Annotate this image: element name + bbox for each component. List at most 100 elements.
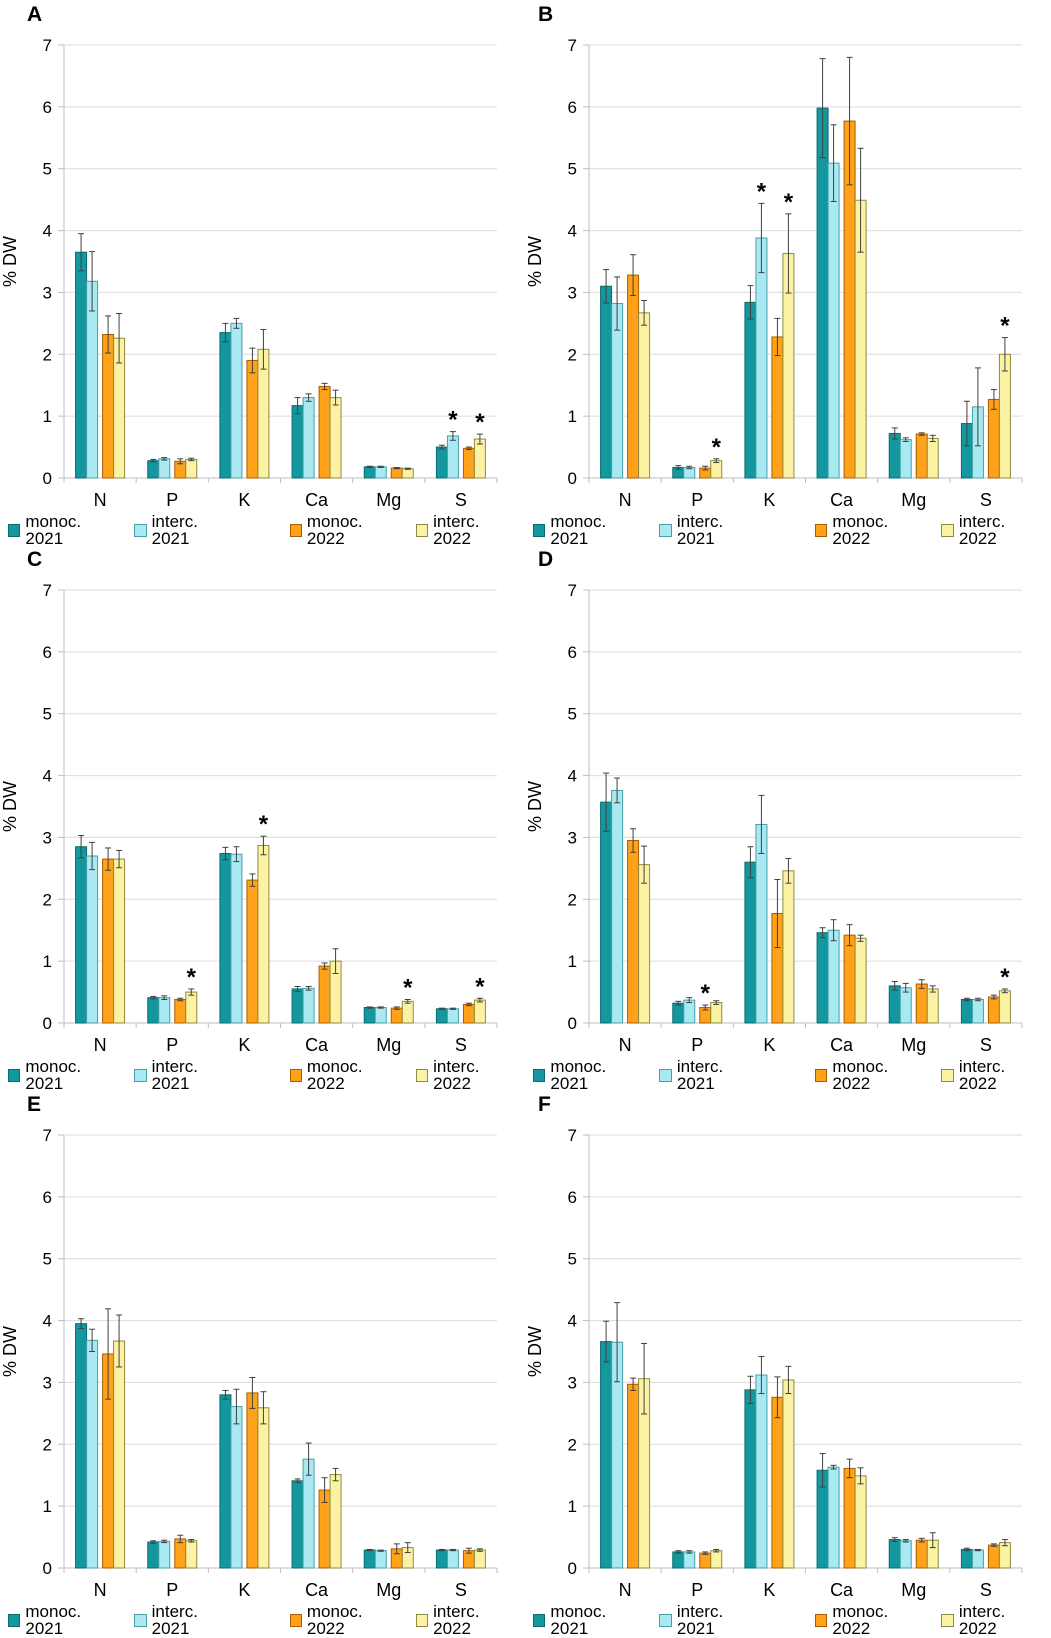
- significance-asterisk: *: [403, 974, 413, 1001]
- legend-swatch-icon: [941, 523, 954, 537]
- legend-item: interc. 2022: [941, 1603, 1043, 1637]
- legend-item: interc. 2022: [941, 1058, 1043, 1092]
- x-category-label: S: [455, 1580, 467, 1600]
- bar: [318, 385, 331, 479]
- x-category-label: Mg: [901, 1580, 926, 1600]
- bar: [683, 999, 696, 1024]
- y-tick-label: 1: [43, 952, 52, 971]
- x-category-label: S: [980, 1580, 992, 1600]
- error-bars: [603, 1302, 1008, 1555]
- bar: [158, 458, 171, 479]
- y-tick-label: 4: [568, 1312, 577, 1331]
- bar: [782, 1379, 795, 1569]
- error-bars: [78, 1308, 483, 1555]
- bar: [971, 998, 984, 1024]
- legend-item: monoc. 2021: [8, 1058, 118, 1092]
- x-category-label: Ca: [830, 1035, 854, 1055]
- y-axis-title: % DW: [0, 1326, 20, 1377]
- x-category-label: Mg: [901, 1035, 926, 1055]
- bars: [600, 1341, 1011, 1569]
- bar: [86, 1339, 99, 1569]
- panel-label: A: [27, 3, 43, 26]
- y-tick-label: 4: [43, 767, 52, 786]
- bar: [185, 1540, 198, 1569]
- bar: [86, 855, 99, 1024]
- bar: [638, 864, 651, 1024]
- chart-panel-d: D 0 1 2 3 4 5 6 7% DW N P K Ca Mg S * * monoc. 2021 interc…: [525, 545, 1051, 1093]
- bar: [158, 1540, 171, 1569]
- bar: [257, 1407, 270, 1569]
- bar: [816, 932, 829, 1024]
- legend-swatch-icon: [8, 523, 21, 537]
- legend-label: monoc. 2021: [550, 1602, 607, 1638]
- x-category-label: Mg: [901, 490, 926, 510]
- gridlines: [589, 1134, 1022, 1507]
- y-tick-label: 2: [43, 345, 52, 364]
- legend-item: monoc. 2022: [815, 1603, 925, 1637]
- bar: [600, 285, 613, 479]
- y-tick-label: 5: [43, 1250, 52, 1269]
- y-tick-label: 7: [568, 581, 577, 600]
- y-axis-title: % DW: [525, 236, 545, 287]
- legend-swatch-icon: [533, 1068, 546, 1082]
- legend-item: monoc. 2022: [289, 1603, 400, 1637]
- y-tick-label: 6: [43, 643, 52, 662]
- legend-item: interc. 2021: [659, 513, 761, 547]
- x-category-label: Ca: [305, 490, 329, 510]
- bar: [987, 1544, 1000, 1569]
- y-tick-label: 2: [43, 890, 52, 909]
- axes: [58, 44, 498, 483]
- legend-swatch-icon: [134, 1068, 147, 1082]
- bar: [302, 987, 315, 1024]
- legend-swatch-icon: [289, 523, 302, 537]
- legend-label: monoc. 2022: [306, 512, 363, 548]
- chart-legend: monoc. 2021 interc. 2021 monoc. 2022 interc…: [0, 1058, 525, 1092]
- bar: [998, 990, 1011, 1024]
- bar: [915, 1539, 928, 1569]
- legend-swatch-icon: [659, 523, 672, 537]
- bar: [744, 1389, 757, 1569]
- bar: [611, 789, 624, 1024]
- y-tick-labels: 0 1 2 3 4 5 6 7: [568, 36, 577, 488]
- x-category-label: K: [763, 490, 775, 510]
- error-bars: [78, 233, 483, 470]
- x-category-label: K: [238, 1580, 250, 1600]
- bar: [462, 447, 475, 479]
- y-tick-label: 2: [568, 890, 577, 909]
- bar: [600, 801, 613, 1024]
- legend-label: monoc. 2021: [550, 512, 607, 548]
- legend-swatch-icon: [134, 1613, 147, 1627]
- chart-legend: monoc. 2021 interc. 2021 monoc. 2022 interc…: [525, 1603, 1051, 1637]
- bar: [158, 997, 171, 1024]
- significance-asterisk: *: [187, 964, 197, 991]
- axes: [583, 589, 1023, 1028]
- y-tick-labels: 0 1 2 3 4 5 6 7: [43, 36, 52, 488]
- bar: [435, 1549, 448, 1569]
- bar: [998, 1542, 1011, 1569]
- legend-label: interc. 2021: [676, 1057, 724, 1093]
- legend-item: monoc. 2021: [533, 1603, 643, 1637]
- bar: [600, 1341, 613, 1569]
- x-category-label: Ca: [305, 1035, 329, 1055]
- bar: [174, 1538, 187, 1569]
- x-category-label: N: [619, 490, 632, 510]
- y-tick-label: 3: [568, 828, 577, 847]
- bar: [102, 858, 115, 1024]
- legend-item: monoc. 2022: [815, 1058, 925, 1092]
- y-tick-label: 0: [43, 1559, 52, 1578]
- y-tick-label: 2: [568, 345, 577, 364]
- legend-item: interc. 2021: [134, 1058, 235, 1092]
- bar: [174, 998, 187, 1024]
- bar: [960, 1548, 973, 1569]
- bar: [329, 1474, 342, 1569]
- bar: [374, 1007, 387, 1024]
- bar: [843, 1467, 856, 1569]
- bar: [699, 1552, 712, 1569]
- gridlines: [64, 44, 497, 417]
- axes: [583, 44, 1023, 483]
- bar: [627, 840, 640, 1024]
- legend-item: interc. 2022: [415, 513, 517, 547]
- legend-label: interc. 2021: [151, 1602, 198, 1638]
